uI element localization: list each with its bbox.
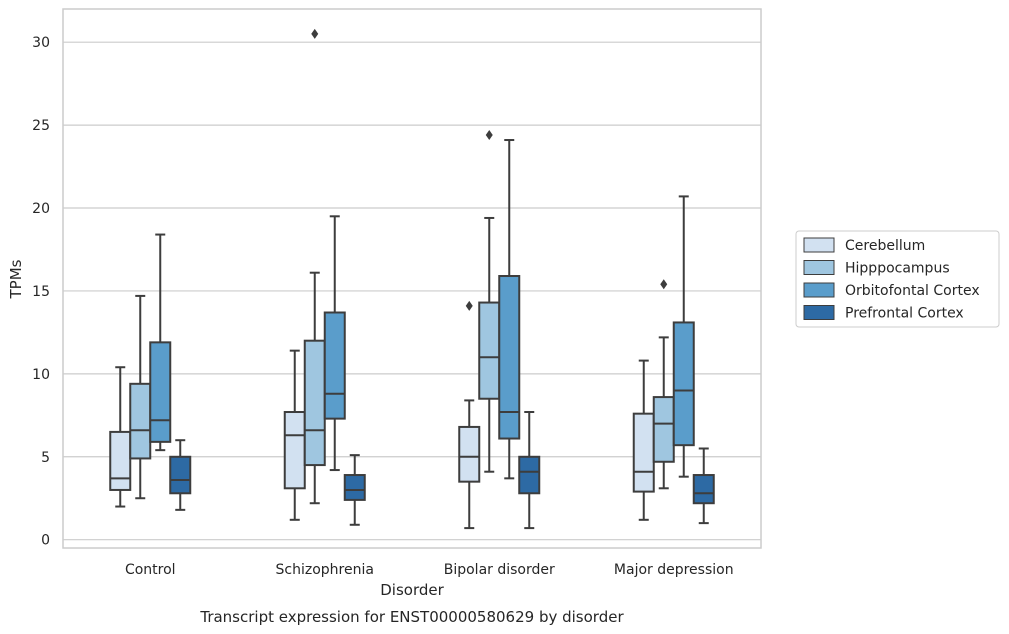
legend-label: Hipppocampus [845, 261, 950, 277]
box-item [672, 195, 695, 478]
box-item [652, 279, 675, 490]
y-tick-labels: 0 5 10 15 20 25 30 [32, 35, 50, 549]
outlier-point [311, 28, 319, 39]
chart-title: Transcript expression for ENST0000058062… [199, 608, 624, 626]
box-series [109, 28, 715, 530]
x-tick-label: Major depression [614, 562, 734, 578]
box-item [109, 366, 132, 508]
box-iqr [129, 382, 152, 460]
box-item [692, 447, 715, 525]
box-item [498, 139, 521, 480]
plot-background [63, 9, 761, 548]
plot-frame [62, 8, 762, 549]
legend: Cerebellum Hipppocampus Orbitofontal Corte… [795, 230, 1000, 328]
outlier-point [660, 279, 668, 290]
box-iqr [478, 301, 501, 400]
box-iqr [672, 321, 695, 447]
y-tick-label: 25 [32, 118, 50, 134]
legend-frame [795, 230, 1000, 328]
y-axis-title: TPMs [7, 259, 25, 299]
box-iqr [458, 425, 481, 483]
box-iqr [323, 311, 346, 420]
box-item [149, 233, 172, 452]
x-tick-labels: Control Schizophrenia Bipolar disorder Majo… [125, 562, 734, 578]
y-tick-label: 20 [32, 201, 50, 217]
box-item [303, 28, 326, 505]
y-tick-label: 0 [41, 533, 50, 549]
legend-swatch [803, 237, 835, 253]
legend-label: Prefrontal Cortex [845, 306, 964, 322]
box-iqr [169, 455, 192, 495]
box-iqr [149, 341, 172, 443]
box-iqr [283, 411, 306, 490]
legend-swatch [803, 305, 835, 320]
box-item [283, 349, 306, 521]
x-axis-title: Disorder [380, 581, 444, 599]
box-iqr [303, 339, 326, 467]
y-tick-label: 5 [41, 450, 50, 466]
x-tick-label: Control [125, 562, 176, 578]
legend-label: Cerebellum [845, 238, 925, 254]
series-group [169, 411, 715, 530]
outlier-point [465, 300, 473, 311]
box-item [343, 454, 366, 526]
box-item [518, 411, 541, 530]
legend-swatch [803, 260, 835, 275]
box-iqr [343, 474, 366, 501]
box-item [323, 215, 346, 472]
box-iqr [632, 412, 655, 493]
box-iqr [109, 430, 132, 491]
x-tick-label: Schizophrenia [276, 562, 374, 578]
legend-swatch [803, 282, 835, 298]
legend-label: Orbitofontal Cortex [845, 283, 980, 299]
series-group [149, 139, 695, 480]
box-iqr [652, 396, 675, 463]
y-tick-label: 15 [32, 284, 50, 300]
box-iqr [518, 455, 541, 495]
box-item [458, 300, 481, 530]
outlier-point [485, 130, 493, 141]
box-iqr [498, 275, 521, 440]
y-tick-label: 30 [32, 35, 50, 51]
box-iqr [692, 474, 715, 505]
box-item [169, 439, 192, 511]
box-item [478, 130, 501, 473]
x-tick-label: Bipolar disorder [444, 562, 555, 578]
y-tick-label: 10 [32, 367, 50, 383]
